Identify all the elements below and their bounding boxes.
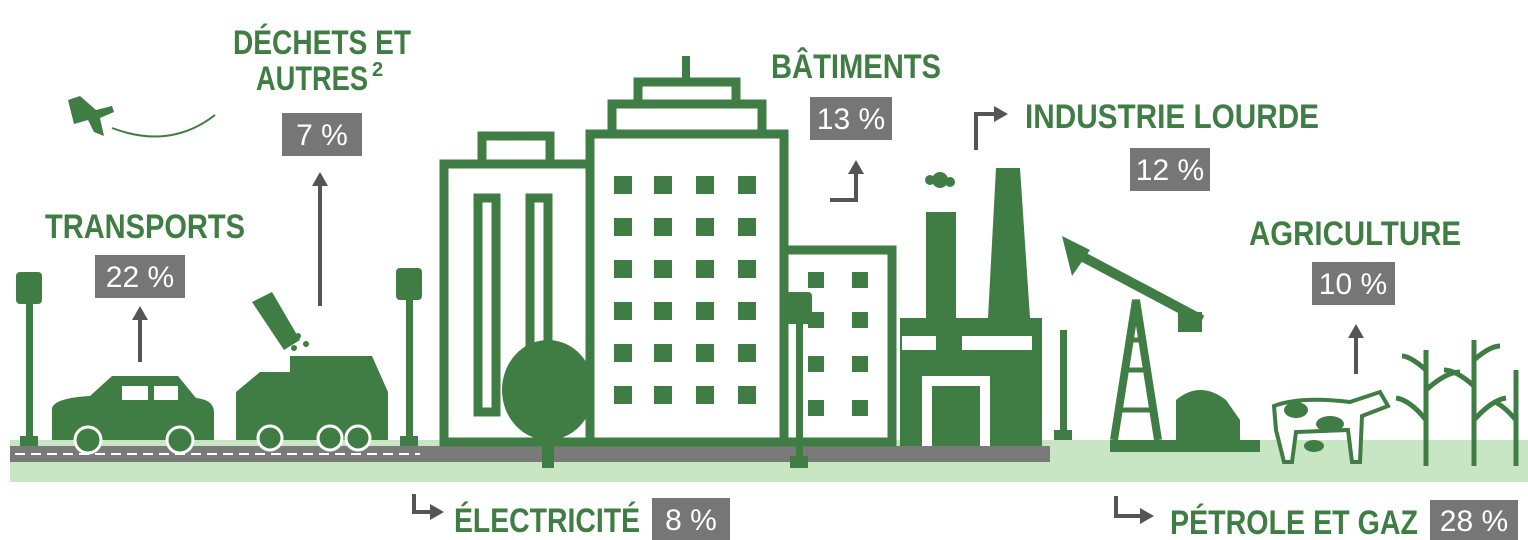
sector-value: 7 % — [296, 119, 348, 152]
pump-jack-icon — [1062, 236, 1260, 452]
infographic: TRANSPORTS 22 % DÉCHETS ET AUTRES 2 7 % … — [0, 0, 1528, 540]
sector-value: 8 % — [665, 504, 717, 537]
sector-label: ÉLECTRICITÉ — [454, 502, 640, 540]
sector-value: 22 % — [106, 261, 174, 294]
sector-label: INDUSTRIE LOURDE — [1025, 98, 1319, 136]
sector-value: 10 % — [1319, 268, 1387, 301]
sector-label: TRANSPORTS — [45, 208, 245, 246]
sector-label: DÉCHETS ET — [233, 24, 411, 62]
factory-icon — [900, 168, 1042, 446]
footnote-mark: 2 — [372, 59, 383, 81]
sector-label: AUTRES — [256, 60, 368, 98]
sector-label: PÉTROLE ET GAZ — [1170, 504, 1418, 540]
sector-value: 28 % — [1440, 505, 1508, 538]
plane-icon — [68, 96, 215, 136]
garbage-truck-icon — [236, 292, 388, 450]
sector-value: 12 % — [1136, 154, 1204, 187]
sector-value: 13 % — [817, 103, 885, 136]
sector-label: AGRICULTURE — [1249, 215, 1461, 253]
sector-label: BÂTIMENTS — [771, 48, 941, 86]
